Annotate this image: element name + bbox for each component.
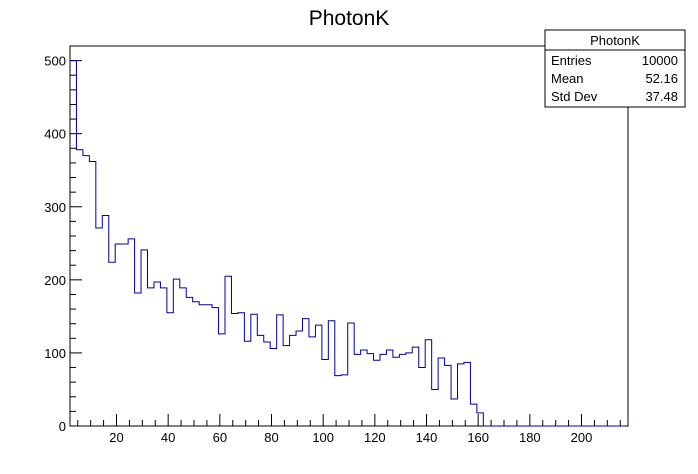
- x-tick-label: 120: [364, 430, 386, 445]
- y-tick-label: 0: [59, 419, 66, 434]
- x-tick-label: 100: [312, 430, 334, 445]
- x-tick-label: 140: [416, 430, 438, 445]
- y-tick-label: 300: [44, 200, 66, 215]
- x-tick-label: 180: [519, 430, 541, 445]
- stats-value-mean: 52.16: [645, 71, 678, 86]
- stats-value-entries: 10000: [642, 53, 678, 68]
- stats-title: PhotonK: [590, 33, 640, 48]
- stats-label-stddev: Std Dev: [551, 89, 598, 104]
- x-tick-label: 80: [264, 430, 278, 445]
- x-axis: 20 40 60 80 100 120 140 160 180 200: [77, 414, 621, 445]
- x-tick-label: 200: [571, 430, 593, 445]
- plot-frame: [69, 45, 629, 427]
- y-axis: 0 100 200 300 400 500: [44, 54, 82, 434]
- stats-label-entries: Entries: [551, 53, 592, 68]
- y-tick-label: 500: [44, 54, 66, 69]
- stats-box-frame: [544, 29, 686, 108]
- x-tick-label: 20: [109, 430, 123, 445]
- stats-label-mean: Mean: [551, 71, 584, 86]
- x-tick-label: 40: [161, 430, 175, 445]
- y-tick-label: 100: [44, 346, 66, 361]
- y-tick-label: 200: [44, 273, 66, 288]
- x-tick-label: 160: [467, 430, 489, 445]
- stats-box: PhotonK Entries 10000 Mean 52.16 Std Dev…: [544, 29, 686, 108]
- histogram-line: [70, 60, 626, 427]
- chart-title: PhotonK: [309, 7, 390, 30]
- y-tick-label: 400: [44, 127, 66, 142]
- stats-value-stddev: 37.48: [645, 89, 678, 104]
- x-tick-label: 60: [213, 430, 227, 445]
